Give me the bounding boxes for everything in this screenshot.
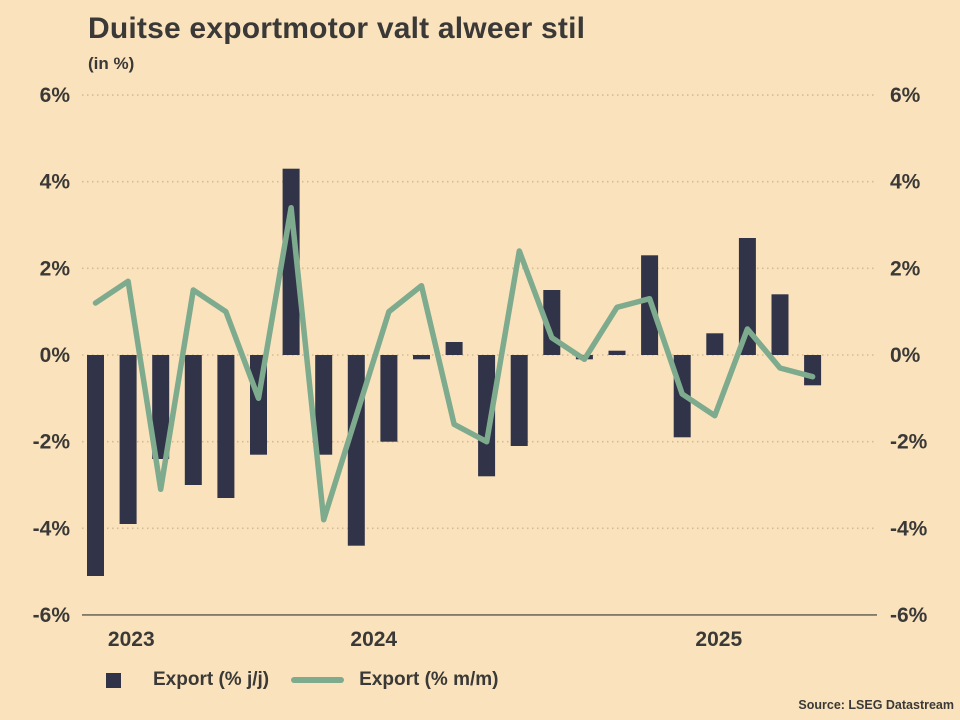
bar-series-legend-label: Export (% j/j) — [153, 669, 270, 690]
bar-series — [87, 168, 822, 576]
x-tick-label-2023: 2023 — [108, 628, 155, 651]
bar — [608, 350, 626, 355]
bar — [217, 355, 235, 498]
page-title: Duitse exportmotor valt alweer stil — [88, 12, 586, 45]
y-tick-label-left: -2% — [33, 431, 71, 454]
bar — [152, 355, 170, 459]
y-tick-label-right: 6% — [890, 84, 921, 107]
bar — [478, 355, 496, 477]
bar — [771, 294, 789, 355]
x-tick-label-2025: 2025 — [695, 628, 742, 651]
x-tick-label-2024: 2024 — [350, 628, 397, 651]
bar — [282, 168, 300, 355]
line-series-legend-label: Export (% m/m) — [359, 669, 499, 690]
bar — [445, 342, 463, 355]
bar — [380, 355, 398, 442]
legend: Export (% j/j) Export (% m/m) — [106, 669, 498, 691]
y-tick-label-right: -6% — [890, 604, 928, 627]
bar — [347, 355, 365, 546]
bar — [184, 355, 202, 485]
y-tick-label-left: -6% — [33, 604, 71, 627]
y-tick-label-right: 4% — [890, 171, 921, 194]
y-tick-label-left: 2% — [40, 257, 71, 280]
y-tick-label-right: -4% — [890, 517, 928, 540]
y-tick-label-right: 2% — [890, 257, 921, 280]
bar — [510, 355, 528, 446]
y-tick-label-left: 6% — [40, 84, 71, 107]
bar — [87, 355, 104, 576]
y-tick-label-left: -4% — [33, 517, 71, 540]
bar — [738, 238, 756, 355]
y-tick-label-left: 0% — [40, 344, 71, 367]
line-series — [92, 204, 816, 523]
bar — [119, 355, 137, 524]
y-tick-label-right: 0% — [890, 344, 921, 367]
bar — [706, 333, 724, 355]
bar — [413, 355, 430, 360]
bar — [315, 355, 333, 455]
line-series-swatch-icon — [291, 677, 345, 683]
chart-subtitle: (in %) — [88, 54, 135, 73]
source-note: Source: LSEG Datastream — [798, 698, 954, 712]
y-tick-label-right: -2% — [890, 431, 928, 454]
y-tick-label-left: 4% — [40, 171, 71, 194]
bar-series-swatch-icon — [106, 672, 121, 688]
bar — [804, 355, 822, 386]
